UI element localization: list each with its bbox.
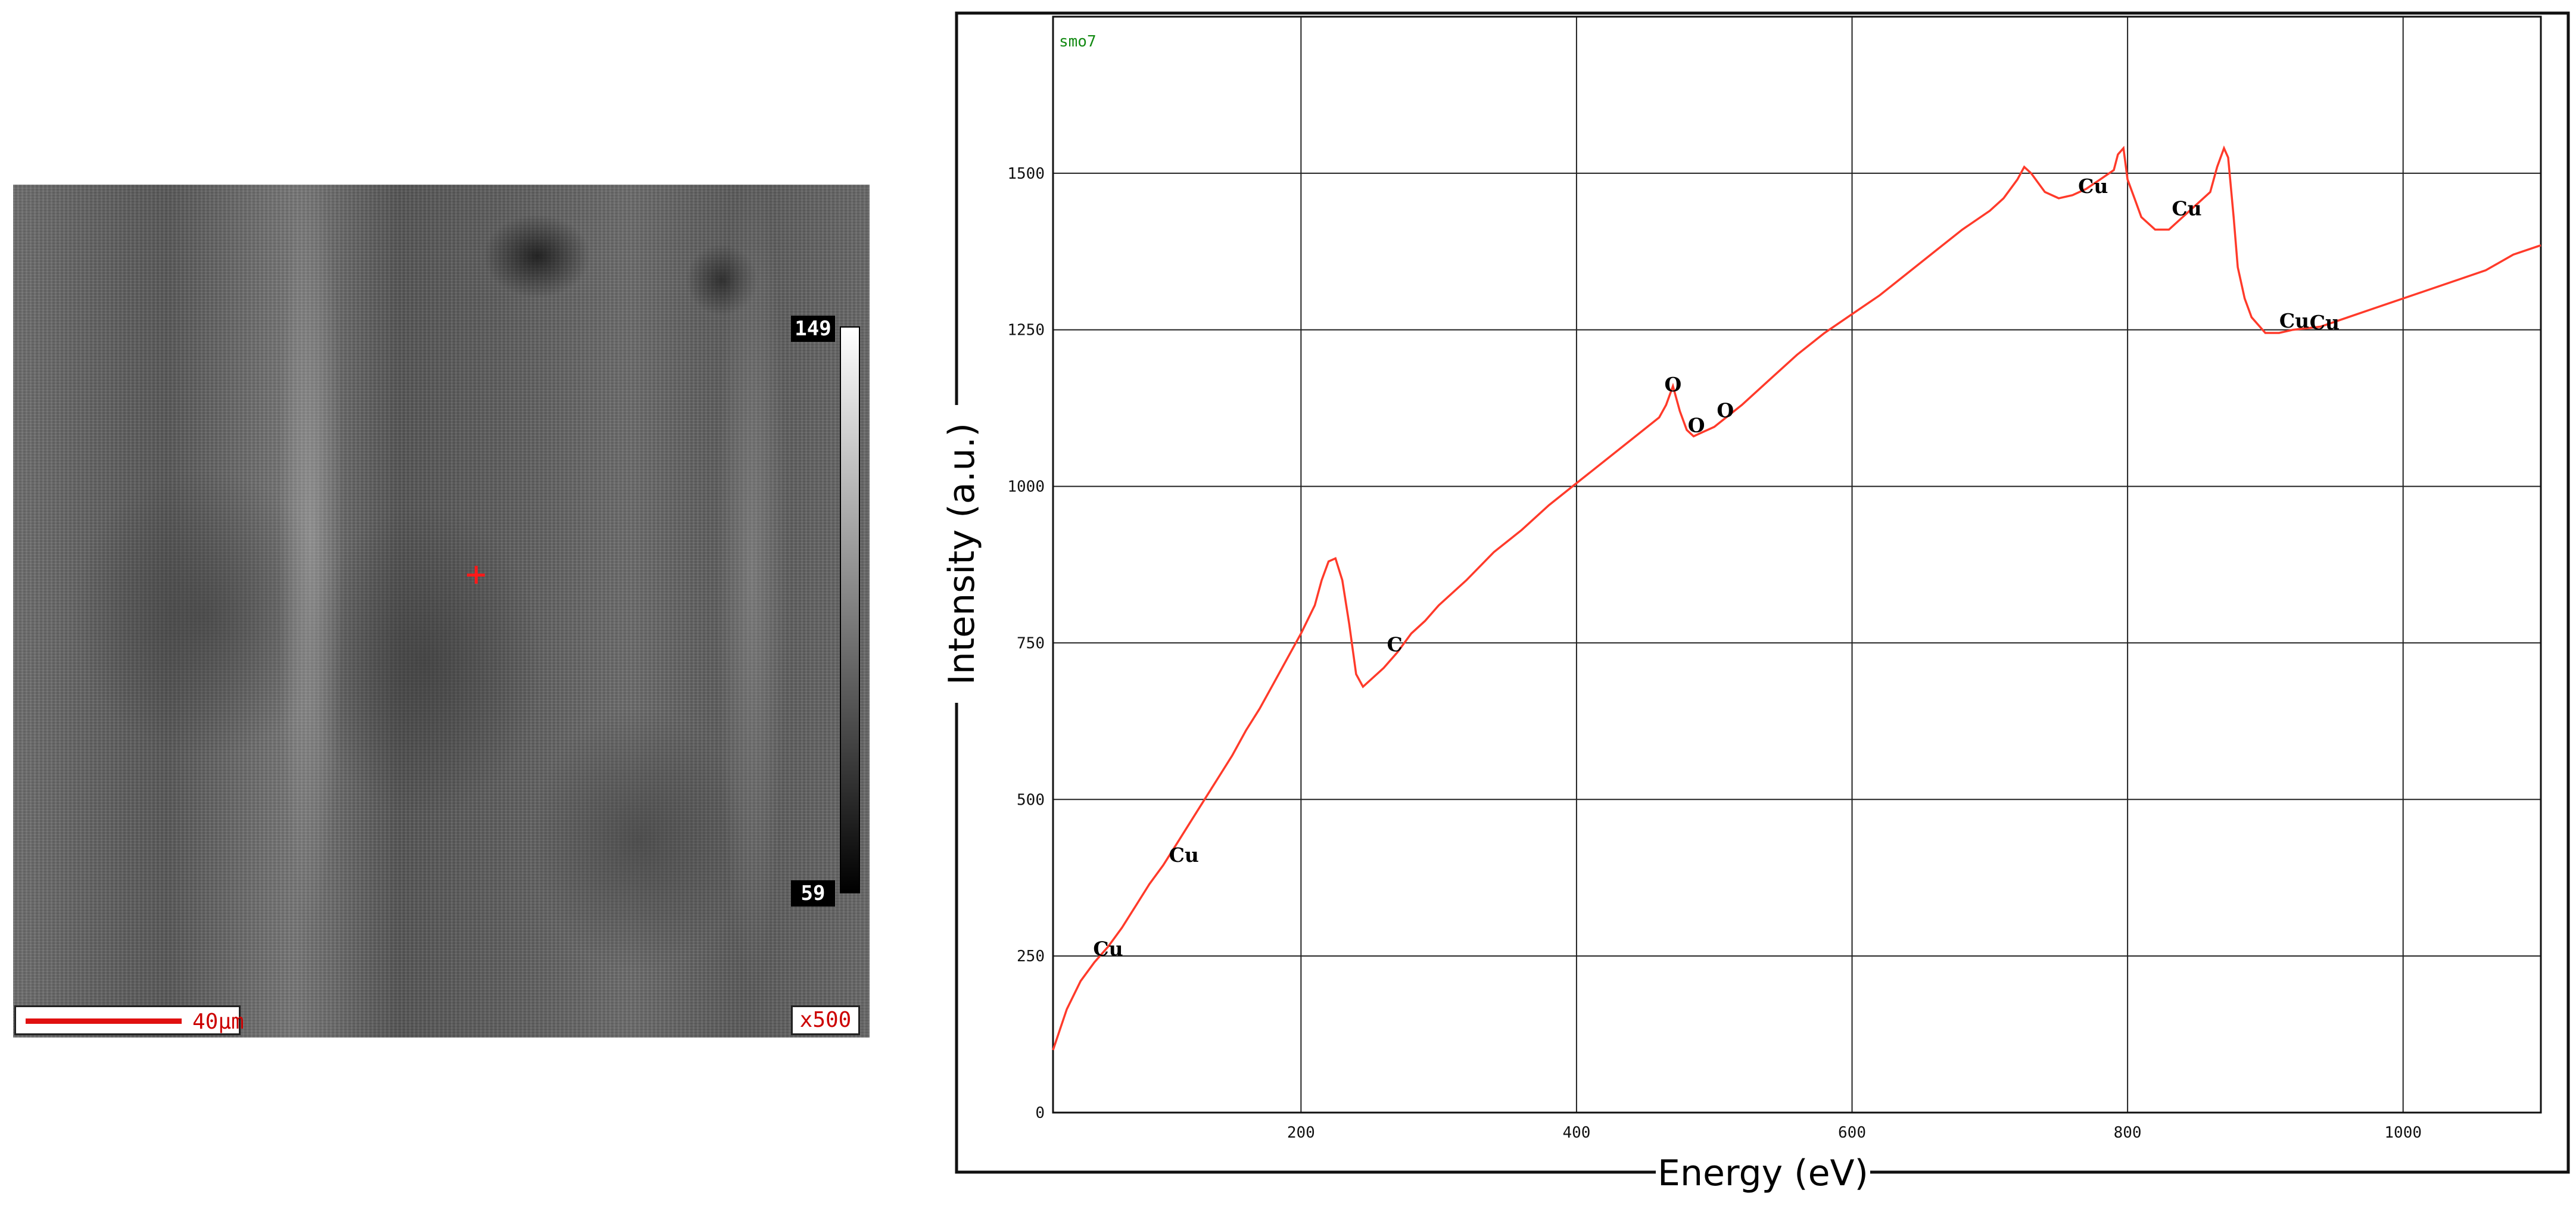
peak-label: Cu: [1169, 843, 1199, 867]
y-tick-label: 1500: [1007, 165, 1045, 183]
colorbar-min-label: 59: [791, 880, 835, 907]
y-axis-title-group: Intensity (a.u.): [938, 405, 986, 703]
y-tick-label: 250: [1017, 948, 1045, 965]
spectrum-label: smo7: [1059, 33, 1097, 51]
peak-label: C: [1387, 633, 1402, 656]
peak-label: Cu: [2310, 311, 2340, 334]
ylabel-background: [938, 405, 986, 703]
spectrum-line: [1052, 145, 2541, 1051]
magnification-label: x500: [791, 1005, 860, 1035]
peak-label: Cu: [2172, 197, 2201, 220]
y-tick-label: 1000: [1007, 478, 1045, 496]
peak-label: Cu: [2078, 175, 2108, 198]
x-tick-label: 600: [1838, 1124, 1866, 1142]
plot-area-border: [1052, 15, 2542, 1114]
peak-label: Cu: [2279, 309, 2309, 332]
chart-frame: [955, 11, 2570, 1174]
grayscale-colorbar: [840, 326, 860, 893]
y-tick-label: 500: [1017, 791, 1045, 809]
colorbar-max-label: 149: [791, 316, 835, 342]
x-tick-label: 400: [1562, 1124, 1590, 1142]
tick-labels: 200 400 600 800 1000 0 250 500 750 1000 1250 1500: [1007, 165, 2422, 1142]
xlabel-background: [1656, 1152, 1870, 1200]
y-axis-title: Intensity (a.u.): [941, 423, 983, 685]
x-tick-label: 800: [2114, 1124, 2142, 1142]
x-tick-label: 1000: [2384, 1124, 2422, 1142]
x-tick-label: 200: [1287, 1124, 1315, 1142]
y-tick-label: 1250: [1007, 322, 1045, 339]
sem-micrograph: [13, 185, 870, 1038]
chart-grid: [1053, 17, 2541, 1113]
scale-bar: [26, 1018, 182, 1024]
scale-bar-box: 40µm: [14, 1005, 244, 1035]
peak-label: O: [1717, 398, 1734, 422]
x-axis-title: Energy (eV): [1658, 1152, 1868, 1194]
y-tick-label: 750: [1017, 634, 1045, 652]
scale-bar-label: 40µm: [192, 1010, 244, 1034]
peak-label: O: [1664, 373, 1681, 396]
peak-label: O: [1688, 414, 1705, 437]
crosshair-marker-icon: [467, 566, 485, 584]
y-tick-label: 0: [1035, 1104, 1045, 1122]
peak-label: Cu: [1093, 937, 1123, 961]
